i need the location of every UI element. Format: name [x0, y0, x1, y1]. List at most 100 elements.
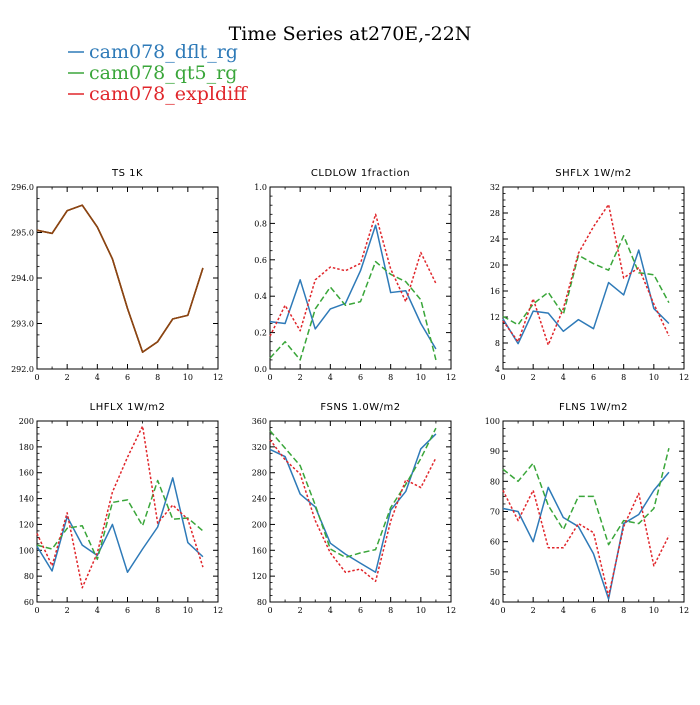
y-tick-label: 0.0 — [254, 365, 267, 374]
panel-5: FSNS 1.0W/m2 0 2 4 6 8 10 12 80 120 160 200 240 280 32… — [252, 402, 456, 615]
y-tick-label: 80 — [257, 598, 267, 607]
x-tick-label: 0 — [267, 606, 272, 615]
panel-title: SHFLX 1W/m2 — [555, 168, 631, 179]
y-tick-label: 24 — [490, 235, 500, 244]
y-tick-label: 280 — [252, 469, 267, 478]
x-tick-label: 6 — [591, 606, 596, 615]
x-tick-label: 8 — [621, 373, 626, 382]
series-line-1 — [269, 433, 437, 574]
x-tick-label: 6 — [125, 606, 130, 615]
series-line-1 — [36, 204, 204, 353]
y-tick-label: 292.0 — [11, 365, 34, 374]
panel-2: CLDLOW 1fraction 0 2 4 6 8 10 12 0.0 0.2 0.4 0.6 0.8… — [254, 168, 456, 382]
x-tick-label: 10 — [416, 373, 426, 382]
plot-frame — [269, 186, 452, 370]
plot-frame — [502, 186, 685, 370]
legend-label: cam078_expldiff — [89, 83, 248, 105]
series-line-2 — [269, 260, 437, 361]
x-tick-label: 4 — [561, 606, 566, 615]
x-tick-label: 0 — [500, 606, 505, 615]
series-line-2 — [36, 204, 204, 353]
y-tick-label: 120 — [19, 520, 34, 529]
legend: cam078_dflt_rgcam078_qt5_rgcam078_expldi… — [68, 41, 248, 105]
y-tick-label: 160 — [19, 469, 34, 478]
y-tick-label: 50 — [490, 568, 500, 577]
panel-title: FLNS 1W/m2 — [559, 402, 628, 413]
series-line-3 — [502, 203, 670, 346]
x-tick-label: 4 — [95, 606, 100, 615]
y-tick-label: 20 — [490, 261, 500, 270]
y-tick-label: 294.0 — [11, 274, 34, 283]
y-tick-label: 296.0 — [11, 183, 34, 192]
x-tick-label: 8 — [388, 606, 393, 615]
x-tick-label: 8 — [621, 606, 626, 615]
x-tick-label: 10 — [649, 606, 659, 615]
x-tick-label: 2 — [298, 373, 303, 382]
y-tick-label: 4 — [495, 365, 500, 374]
series-line-2 — [502, 447, 670, 546]
legend-label: cam078_qt5_rg — [89, 62, 237, 84]
panel-6: FLNS 1W/m2 0 2 4 6 8 10 12 40 50 60 70 80 90 100 — [485, 402, 689, 615]
x-tick-label: 4 — [328, 373, 333, 382]
x-tick-label: 2 — [65, 606, 70, 615]
series-line-1 — [269, 224, 437, 350]
x-tick-label: 6 — [591, 373, 596, 382]
y-tick-label: 180 — [19, 443, 34, 452]
x-tick-label: 12 — [213, 373, 223, 382]
panels: TS 1K0 2 4 6 8 10 12292.0293.0294.0295.0296.0C… — [11, 168, 689, 615]
x-tick-label: 2 — [531, 373, 536, 382]
x-tick-label: 4 — [95, 373, 100, 382]
x-tick-label: 10 — [183, 373, 193, 382]
x-tick-label: 0 — [267, 373, 272, 382]
series-line-2 — [36, 479, 204, 561]
y-tick-label: 0.8 — [254, 219, 267, 228]
panel-title: TS 1K — [111, 168, 143, 179]
x-tick-label: 10 — [183, 606, 193, 615]
panel-title: LHFLX 1W/m2 — [90, 402, 166, 413]
x-tick-label: 12 — [446, 373, 456, 382]
series-line-2 — [502, 235, 670, 326]
x-tick-label: 10 — [416, 606, 426, 615]
x-tick-label: 12 — [446, 606, 456, 615]
y-tick-label: 1.0 — [254, 183, 267, 192]
y-tick-label: 80 — [24, 572, 34, 581]
y-tick-label: 0.4 — [254, 292, 267, 301]
panel-1: TS 1K 0 2 4 6 8 10 12 292.0 293.0 294.0 295.0 296.0 — [11, 168, 223, 382]
y-tick-label: 60 — [24, 598, 34, 607]
x-tick-label: 4 — [561, 373, 566, 382]
x-tick-label: 2 — [531, 606, 536, 615]
x-tick-label: 6 — [358, 606, 363, 615]
x-tick-label: 6 — [125, 373, 130, 382]
y-tick-label: 70 — [490, 508, 500, 517]
series-line-1 — [502, 249, 670, 345]
plot-frame — [502, 420, 685, 603]
series-line-3 — [36, 425, 204, 589]
y-tick-label: 240 — [252, 495, 267, 504]
x-tick-label: 2 — [298, 606, 303, 615]
y-tick-label: 140 — [19, 495, 34, 504]
panel-title: CLDLOW 1fraction — [311, 168, 410, 179]
x-tick-label: 0 — [500, 373, 505, 382]
x-tick-label: 0 — [34, 606, 39, 615]
panel-title: FSNS 1.0W/m2 — [320, 402, 400, 413]
y-tick-label: 90 — [490, 447, 500, 456]
series-line-3 — [269, 213, 437, 337]
y-tick-label: 100 — [485, 417, 500, 426]
figure-title: Time Series at270E,-22N — [229, 23, 472, 45]
series-line-1 — [502, 471, 670, 600]
series-line-2 — [269, 427, 437, 559]
y-tick-label: 8 — [495, 339, 500, 348]
series-line-1 — [36, 477, 204, 574]
x-tick-label: 6 — [358, 373, 363, 382]
series-line-3 — [36, 204, 204, 353]
y-tick-label: 160 — [252, 546, 267, 555]
y-tick-label: 12 — [490, 313, 500, 322]
y-tick-label: 200 — [19, 417, 34, 426]
y-tick-label: 28 — [490, 209, 500, 218]
x-tick-label: 0 — [34, 373, 39, 382]
x-tick-label: 2 — [65, 373, 70, 382]
x-tick-label: 8 — [388, 373, 393, 382]
